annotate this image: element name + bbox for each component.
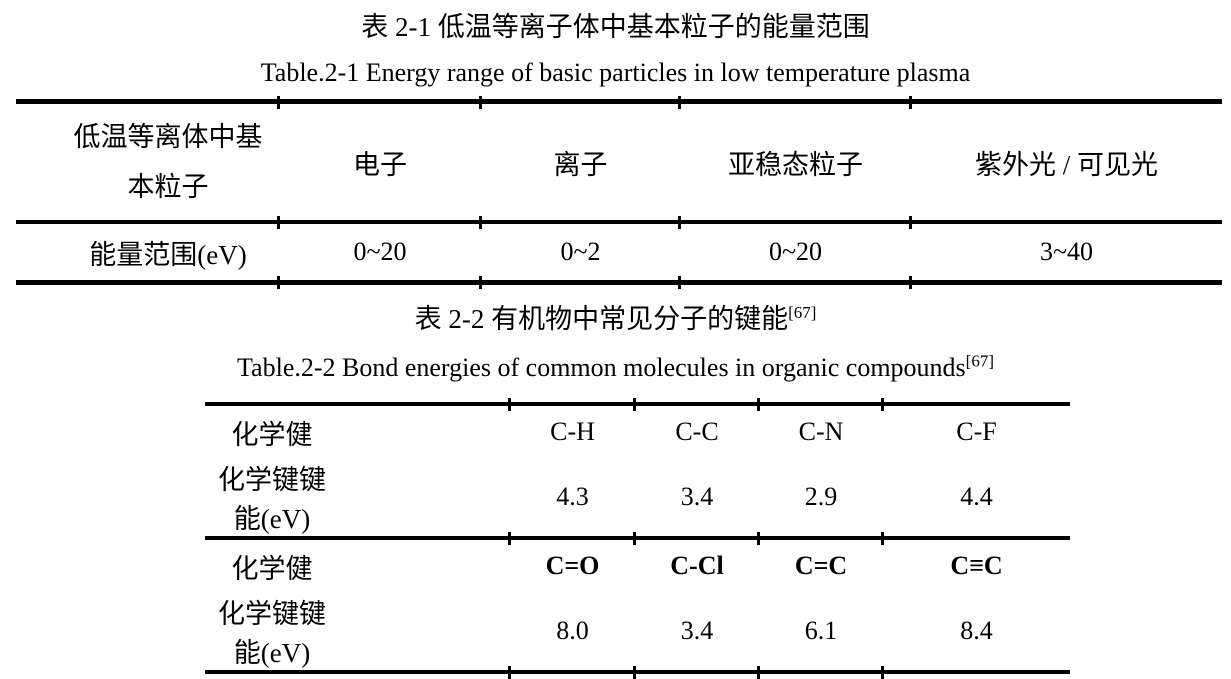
table2-energy-ccl: 3.4: [633, 592, 759, 679]
table2-row2-label: 化学键键能(eV): [205, 458, 510, 540]
table1-value-uv-visible: 3~40: [909, 222, 1222, 287]
table2-row-bonds-2: 化学健 C=O C-Cl C=C C≡C: [205, 538, 1070, 592]
table2-energy-ch: 4.3: [508, 458, 635, 545]
table1-header-particle-type-line2: 本粒子: [127, 172, 209, 202]
table1-header-uv-visible: 紫外光 / 可见光: [909, 93, 1222, 226]
table2-bond-cdc: C=C: [794, 551, 848, 580]
table1-value-electron: 0~20: [277, 222, 481, 287]
table1-header-particle-type: 低温等离体中基 本粒子: [16, 101, 279, 224]
table2-row4-label: 化学键键能(eV): [218, 599, 326, 668]
table1-data-row: 能量范围(eV) 0~20 0~2 0~20 3~40: [16, 222, 1222, 287]
table2-row-energies-2: 化学键键能(eV) 8.0 3.4 6.1 8.4: [205, 592, 1070, 679]
table2-bond-ctc: C≡C: [950, 551, 1003, 580]
table2-bond-cn: C-N: [757, 396, 883, 458]
table2-bond-co: C=O: [545, 551, 600, 580]
table2-row-bonds-1: 化学健 C-H C-C C-N C-F: [205, 396, 1070, 458]
table1-header-metastable: 亚稳态粒子: [678, 93, 911, 226]
table2-caption-chinese-reference: [67]: [788, 303, 817, 322]
table2-row3-label: 化学健: [231, 553, 313, 584]
table2-energy-ctc: 8.4: [881, 592, 1070, 679]
table1-energy-range: 低温等离体中基 本粒子 电子 离子 亚稳态粒子 紫外光 / 可见光 能量范围(e…: [16, 93, 1222, 287]
table2-caption-english-text: Table.2-2 Bond energies of common molecu…: [236, 353, 966, 382]
document-page: 表 2-1 低温等离子体中基本粒子的能量范围 Table.2-1 Energy …: [0, 12, 1231, 679]
table2-bond-ccl: C-Cl: [670, 551, 724, 580]
table2-energy-cf: 4.4: [881, 458, 1070, 545]
table1-value-ion: 0~2: [479, 222, 680, 287]
table2-row-energies-1: 化学键键能(eV) 4.3 3.4 2.9 4.4: [205, 458, 1070, 545]
table2-energy-co: 8.0: [508, 592, 635, 679]
table2-bond-energies: 化学健 C-H C-C C-N C-F 化学键键能(eV) 4.3 3.4 2.…: [205, 396, 1070, 679]
table1-header-ion: 离子: [479, 93, 680, 226]
table2-caption-english: Table.2-2 Bond energies of common molecu…: [0, 352, 1231, 384]
table2-bond-ch: C-H: [508, 396, 635, 458]
table1-caption-english: Table.2-1 Energy range of basic particle…: [260, 58, 971, 87]
table2-bond-cc: C-C: [633, 396, 759, 458]
table2-bond-cf: C-F: [881, 396, 1070, 458]
table2-caption-chinese: 表 2-2 有机物中常见分子的键能[67]: [0, 302, 1231, 336]
table2-caption-english-reference: [67]: [965, 351, 994, 371]
table1-header-particle-type-line1: 低温等离体中基: [73, 122, 263, 152]
table2-energy-cn: 2.9: [757, 458, 883, 545]
table2-caption-chinese-text: 表 2-2 有机物中常见分子的键能: [414, 304, 789, 334]
table1-header-row: 低温等离体中基 本粒子 电子 离子 亚稳态粒子 紫外光 / 可见光: [16, 93, 1222, 226]
table1-caption-chinese: 表 2-1 低温等离子体中基本粒子的能量范围: [361, 12, 870, 42]
table1-value-metastable: 0~20: [678, 222, 911, 287]
table1-row-label: 能量范围(eV): [89, 239, 247, 270]
table2-energy-cdc: 6.1: [757, 592, 883, 679]
table1-header-electron: 电子: [277, 93, 481, 226]
document-body: { "page": { "background": "#ffffff", "te…: [0, 12, 1231, 679]
table2-row1-label: 化学健: [231, 419, 313, 450]
table2-energy-cc: 3.4: [633, 458, 759, 545]
